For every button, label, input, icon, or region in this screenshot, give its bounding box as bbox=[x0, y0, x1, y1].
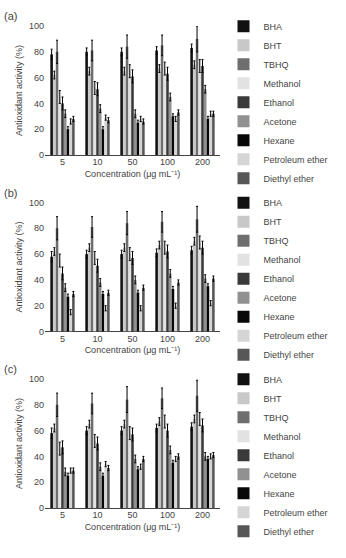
svg-text:BHT: BHT bbox=[264, 394, 283, 404]
svg-text:10: 10 bbox=[92, 510, 102, 520]
svg-text:Methanol: Methanol bbox=[264, 255, 301, 265]
svg-text:BHA: BHA bbox=[264, 22, 283, 32]
svg-text:Methanol: Methanol bbox=[264, 79, 301, 89]
svg-text:80: 80 bbox=[34, 400, 44, 410]
svg-text:5: 5 bbox=[60, 157, 65, 167]
svg-text:80: 80 bbox=[34, 223, 44, 233]
svg-text:Diethyl ether: Diethyl ether bbox=[264, 174, 315, 184]
svg-text:20: 20 bbox=[34, 124, 44, 134]
svg-text:50: 50 bbox=[127, 510, 137, 520]
svg-text:5: 5 bbox=[60, 510, 65, 520]
svg-text:40: 40 bbox=[34, 452, 44, 462]
svg-text:100: 100 bbox=[160, 334, 175, 344]
svg-text:Diethyl ether: Diethyl ether bbox=[264, 527, 315, 537]
svg-text:60: 60 bbox=[34, 73, 44, 83]
svg-text:Antioxidant activity (%): Antioxidant activity (%) bbox=[14, 221, 24, 312]
svg-text:100: 100 bbox=[160, 157, 175, 167]
svg-text:Acetone: Acetone bbox=[264, 117, 297, 127]
svg-text:Petroleum ether: Petroleum ether bbox=[264, 155, 328, 165]
svg-text:BHT: BHT bbox=[264, 41, 283, 51]
svg-text:0: 0 bbox=[39, 503, 44, 513]
svg-text:Methanol: Methanol bbox=[264, 432, 301, 442]
svg-text:(c): (c) bbox=[4, 363, 17, 375]
svg-text:100: 100 bbox=[29, 198, 44, 208]
svg-text:0: 0 bbox=[39, 150, 44, 160]
svg-text:80: 80 bbox=[34, 47, 44, 57]
svg-text:Petroleum ether: Petroleum ether bbox=[264, 508, 328, 518]
svg-text:50: 50 bbox=[127, 334, 137, 344]
svg-text:200: 200 bbox=[195, 157, 210, 167]
svg-text:BHT: BHT bbox=[264, 217, 283, 227]
svg-text:TBHQ: TBHQ bbox=[264, 60, 289, 70]
svg-text:Concentration (μg mL⁻¹): Concentration (μg mL⁻¹) bbox=[85, 169, 181, 179]
svg-text:Antioxidant activity (%): Antioxidant activity (%) bbox=[14, 398, 24, 489]
svg-text:Diethyl ether: Diethyl ether bbox=[264, 350, 315, 360]
svg-text:Hexane: Hexane bbox=[264, 312, 295, 322]
svg-text:200: 200 bbox=[195, 334, 210, 344]
svg-text:Acetone: Acetone bbox=[264, 470, 297, 480]
svg-text:40: 40 bbox=[34, 275, 44, 285]
svg-text:TBHQ: TBHQ bbox=[264, 236, 289, 246]
svg-text:Concentration (μg mL⁻¹): Concentration (μg mL⁻¹) bbox=[85, 522, 181, 532]
svg-text:0: 0 bbox=[39, 327, 44, 337]
svg-text:5: 5 bbox=[60, 334, 65, 344]
svg-text:Ethanol: Ethanol bbox=[264, 274, 295, 284]
svg-text:Concentration (μg mL⁻¹): Concentration (μg mL⁻¹) bbox=[85, 345, 181, 355]
svg-text:BHA: BHA bbox=[264, 198, 283, 208]
svg-text:100: 100 bbox=[29, 21, 44, 31]
svg-text:50: 50 bbox=[127, 157, 137, 167]
svg-text:Hexane: Hexane bbox=[264, 136, 295, 146]
svg-text:BHA: BHA bbox=[264, 375, 283, 385]
svg-text:Acetone: Acetone bbox=[264, 293, 297, 303]
svg-text:100: 100 bbox=[160, 510, 175, 520]
svg-text:Petroleum ether: Petroleum ether bbox=[264, 331, 328, 341]
svg-text:20: 20 bbox=[34, 301, 44, 311]
svg-text:40: 40 bbox=[34, 99, 44, 109]
svg-text:60: 60 bbox=[34, 249, 44, 259]
svg-text:Antioxidant activity (%): Antioxidant activity (%) bbox=[14, 45, 24, 136]
svg-text:10: 10 bbox=[92, 157, 102, 167]
svg-text:Hexane: Hexane bbox=[264, 489, 295, 499]
svg-text:TBHQ: TBHQ bbox=[264, 413, 289, 423]
svg-text:Ethanol: Ethanol bbox=[264, 98, 295, 108]
svg-text:(a): (a) bbox=[4, 10, 17, 22]
svg-text:Ethanol: Ethanol bbox=[264, 451, 295, 461]
svg-text:60: 60 bbox=[34, 426, 44, 436]
svg-text:10: 10 bbox=[92, 334, 102, 344]
svg-text:(b): (b) bbox=[4, 187, 17, 199]
svg-text:100: 100 bbox=[29, 374, 44, 384]
svg-text:200: 200 bbox=[195, 510, 210, 520]
svg-text:20: 20 bbox=[34, 477, 44, 487]
